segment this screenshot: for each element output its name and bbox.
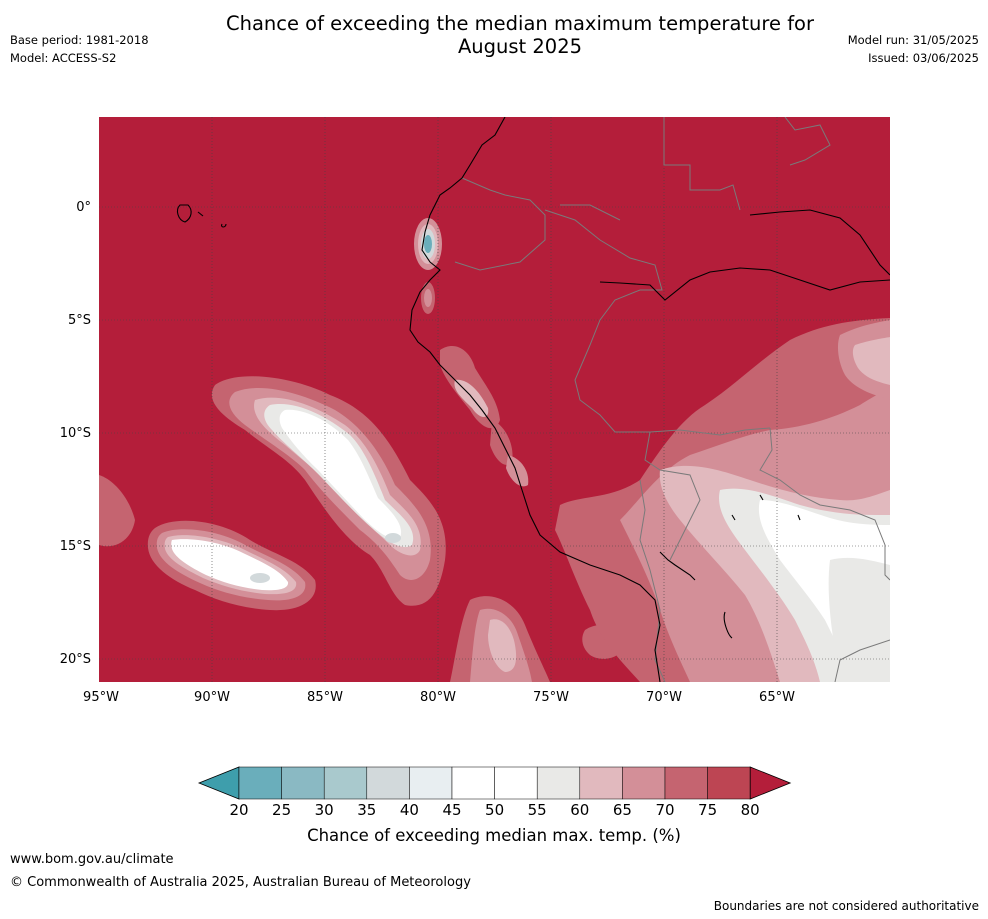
lat-label: 10°S bbox=[60, 426, 91, 441]
lon-label: 95°W bbox=[83, 690, 119, 705]
base-period: Base period: 1981-2018 bbox=[10, 33, 149, 47]
lat-label: 15°S bbox=[60, 539, 91, 554]
colorbar-segment bbox=[579, 766, 623, 800]
map-plot-area bbox=[99, 117, 890, 682]
website-url: www.bom.gov.au/climate bbox=[10, 852, 174, 867]
colorbar-tick-label: 60 bbox=[570, 801, 589, 819]
lat-label: 0° bbox=[76, 200, 91, 215]
probability-contours bbox=[99, 218, 890, 682]
colorbar-segment bbox=[451, 766, 495, 800]
colorbar-segment bbox=[536, 766, 581, 800]
colorbar-segment bbox=[664, 766, 708, 800]
colorbar-segment bbox=[494, 766, 538, 800]
lat-label: 5°S bbox=[68, 313, 91, 328]
colorbar-tick-label: 20 bbox=[229, 801, 248, 819]
issued-date: Issued: 03/06/2025 bbox=[868, 51, 979, 65]
boundary-disclaimer: Boundaries are not considered authoritat… bbox=[713, 899, 979, 913]
metadata-right: Model run: 31/05/2025 Issued: 03/06/2025 bbox=[848, 31, 979, 67]
colorbar-tick-label: 30 bbox=[315, 801, 334, 819]
lon-label: 80°W bbox=[420, 690, 456, 705]
model-run-date: Model run: 31/05/2025 bbox=[847, 33, 979, 47]
lon-label: 75°W bbox=[533, 690, 569, 705]
colorbar-tick-label: 35 bbox=[357, 801, 376, 819]
colorbar-tick-label: 40 bbox=[400, 801, 419, 819]
colorbar-label: Chance of exceeding median max. temp. (%… bbox=[307, 826, 681, 845]
lon-label: 70°W bbox=[646, 690, 682, 705]
lon-label: 90°W bbox=[194, 690, 230, 705]
colorbar-tick-label: 25 bbox=[272, 801, 291, 819]
metadata-left: Base period: 1981-2018 Model: ACCESS-S2 bbox=[10, 31, 149, 67]
longitude-labels: 95°W 90°W 85°W 80°W 75°W 70°W 65°W bbox=[83, 690, 795, 705]
colorbar-tick-label: 65 bbox=[613, 801, 632, 819]
model-name: Model: ACCESS-S2 bbox=[10, 51, 117, 65]
colorbar-tick-label: 80 bbox=[741, 801, 760, 819]
colorbar-segment bbox=[366, 766, 410, 800]
colorbar-arrow-low bbox=[197, 766, 240, 800]
colorbar-ticks: 20 25 30 35 40 45 50 55 60 65 70 75 80 bbox=[229, 801, 759, 819]
colorbar-tick-label: 70 bbox=[655, 801, 674, 819]
colorbar-arrow-high bbox=[749, 766, 792, 800]
colorbar-tick-label: 55 bbox=[528, 801, 547, 819]
coastlines bbox=[176, 117, 890, 682]
colorbar-segment bbox=[622, 766, 666, 800]
lon-label: 85°W bbox=[307, 690, 343, 705]
colorbar-segment bbox=[238, 766, 282, 800]
colorbar-segment bbox=[409, 766, 453, 800]
colorbar-tick-label: 75 bbox=[698, 801, 717, 819]
map-title: Chance of exceeding the median maximum t… bbox=[225, 12, 815, 58]
latitude-labels: 0° 5°S 10°S 15°S 20°S bbox=[60, 200, 91, 667]
colorbar-tick-label: 45 bbox=[442, 801, 461, 819]
colorbar-segment bbox=[281, 766, 325, 800]
colorbar-segment bbox=[707, 766, 751, 800]
country-borders bbox=[454, 117, 890, 682]
colorbar-tick-label: 50 bbox=[485, 801, 504, 819]
colorbar bbox=[197, 766, 792, 800]
lat-label: 20°S bbox=[60, 652, 91, 667]
colorbar-segment bbox=[323, 766, 368, 800]
copyright-notice: © Commonwealth of Australia 2025, Austra… bbox=[10, 875, 471, 890]
gridlines bbox=[99, 117, 890, 682]
lon-label: 65°W bbox=[759, 690, 795, 705]
